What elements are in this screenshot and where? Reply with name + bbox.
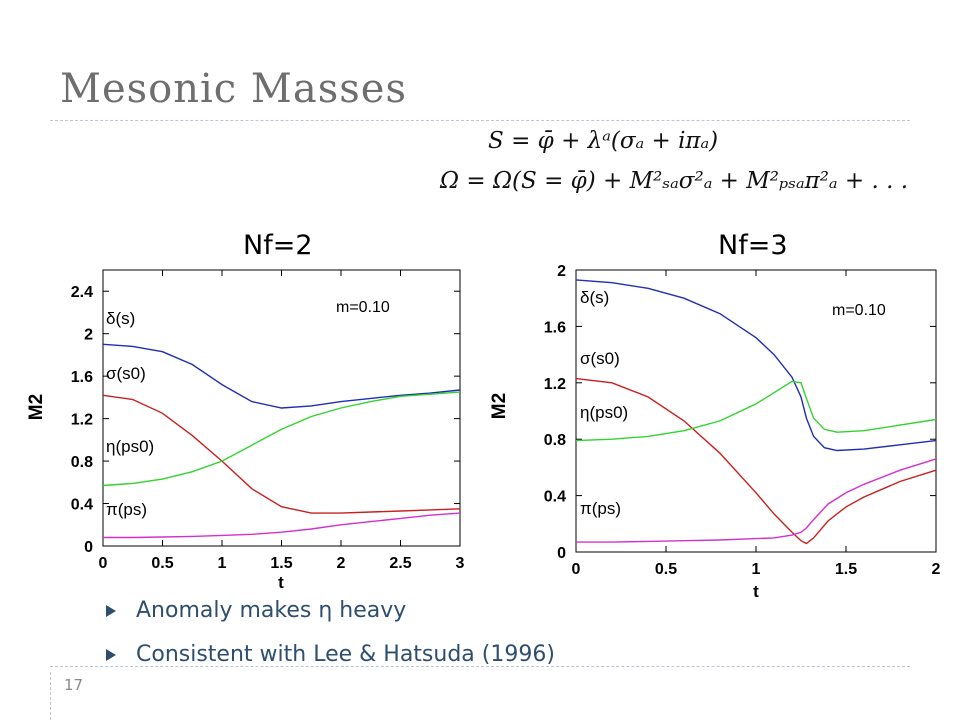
bullet-text: Consistent with Lee & Hatsuda (1996) xyxy=(136,642,555,667)
footer-divider xyxy=(50,672,51,720)
x-axis-label: t xyxy=(753,582,759,601)
series-label: π(ps) xyxy=(580,499,621,518)
y-tick-label: 0 xyxy=(557,545,566,562)
bullet-anomaly: Anomaly makes η heavy xyxy=(106,596,555,640)
chart-left-title: Nf=2 xyxy=(243,230,313,261)
y-tick-label: 0.4 xyxy=(71,497,93,514)
series-label: σ(s0) xyxy=(580,349,620,368)
x-tick-label: 2 xyxy=(337,555,346,572)
y-axis-label: M2 xyxy=(489,393,510,419)
page-number: 17 xyxy=(64,676,84,694)
chart-annotation: m=0.10 xyxy=(832,302,886,319)
series-line xyxy=(103,512,461,539)
y-tick-label: 1.6 xyxy=(71,369,93,386)
x-tick-label: 2.5 xyxy=(389,555,411,572)
series-label: η(ps0) xyxy=(106,437,154,456)
series-line xyxy=(102,343,461,409)
series-line xyxy=(102,394,461,514)
y-tick-label: 1.6 xyxy=(544,319,566,336)
series-label: σ(s0) xyxy=(106,364,146,383)
chart-annotation: m=0.10 xyxy=(336,299,390,316)
series-line xyxy=(575,377,937,545)
y-tick-label: 0.8 xyxy=(544,432,566,449)
x-tick-label: 3 xyxy=(456,555,465,572)
bullet-list: Anomaly makes η heavy Consistent with Le… xyxy=(106,596,555,684)
y-axis-label: M2 xyxy=(26,394,47,420)
formula-s: S = φ̄ + λᵃ(σₐ + iπₐ) xyxy=(488,128,719,154)
y-tick-label: 2 xyxy=(557,263,566,280)
series-label: π(ps) xyxy=(106,500,147,519)
bullet-arrow-icon xyxy=(106,605,116,617)
x-tick-label: 0 xyxy=(99,555,108,572)
x-tick-label: 1 xyxy=(752,561,761,578)
y-tick-label: 1.2 xyxy=(71,412,93,429)
series-line xyxy=(575,279,937,452)
bullet-text: Anomaly makes η heavy xyxy=(136,598,407,623)
formula-omega: Ω = Ω(S = φ̄) + M²ₛₐσ²ₐ + M²ₚₛₐπ²ₐ + . .… xyxy=(440,168,909,194)
series-label: η(ps0) xyxy=(580,403,628,422)
y-tick-label: 2.4 xyxy=(71,284,93,301)
x-tick-label: 0.5 xyxy=(655,561,677,578)
top-divider xyxy=(50,120,910,121)
bullet-consistent: Consistent with Lee & Hatsuda (1996) xyxy=(106,640,555,684)
series-line xyxy=(576,458,937,543)
chart-right-title: Nf=3 xyxy=(718,230,788,261)
y-tick-label: 2 xyxy=(84,327,93,344)
bullet-arrow-icon xyxy=(106,649,116,661)
y-tick-label: 1.2 xyxy=(544,376,566,393)
x-tick-label: 1.5 xyxy=(270,555,292,572)
x-axis-label: t xyxy=(278,573,284,592)
series-line xyxy=(575,380,937,442)
x-tick-label: 0 xyxy=(572,561,581,578)
chart-nf3: 0 0.5 1 1.5 2 0 0.4 0.8 1.2 1.6 2 δ(s) σ(s0) η(ps0) π(… xyxy=(489,263,941,601)
y-tick-label: 0 xyxy=(84,539,93,556)
slide-title: Mesonic Masses xyxy=(60,66,407,112)
bottom-divider xyxy=(50,666,910,667)
series-line xyxy=(102,391,461,487)
series-label: δ(s) xyxy=(580,288,609,307)
x-tick-label: 1.5 xyxy=(835,561,857,578)
x-tick-label: 2 xyxy=(932,561,941,578)
chart-nf2: 0 0.5 1 1.5 2 2.5 3 0 0.4 0.8 1.2 1.6 2 2.4 δ(s) σ(s0) η… xyxy=(26,269,465,592)
x-tick-label: 0.5 xyxy=(151,555,173,572)
y-tick-label: 0.4 xyxy=(544,489,566,506)
series-label: δ(s) xyxy=(106,309,135,328)
x-tick-label: 1 xyxy=(218,555,227,572)
y-tick-label: 0.8 xyxy=(71,454,93,471)
